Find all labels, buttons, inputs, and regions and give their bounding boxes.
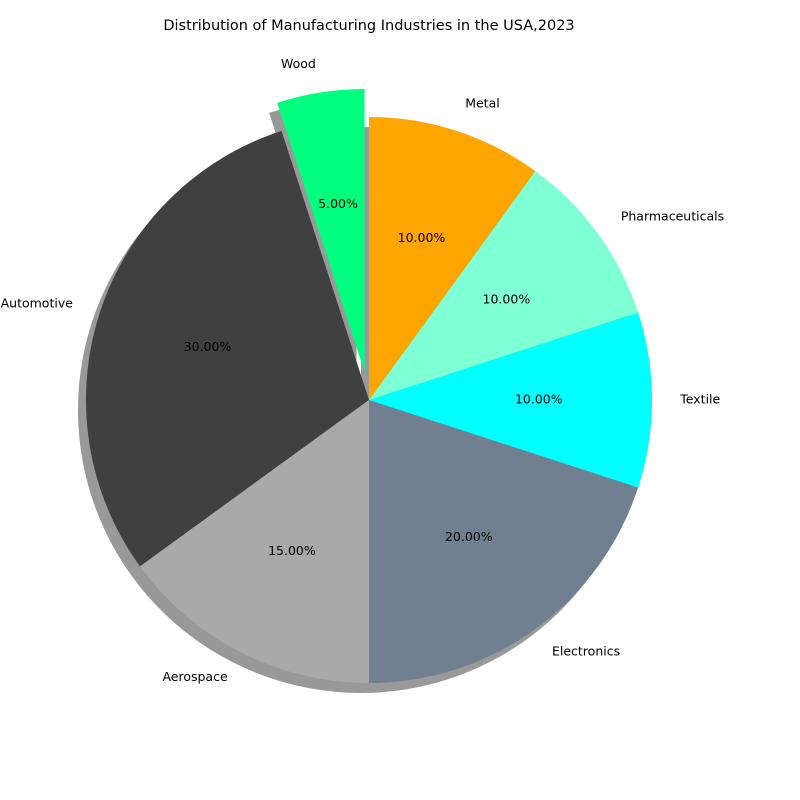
slice-percent-wood: 5.00%: [318, 196, 358, 211]
slice-percent-pharmaceuticals: 10.00%: [483, 292, 531, 307]
pie-slice-aerospace: [140, 400, 369, 683]
slice-percent-textile: 10.00%: [515, 392, 563, 407]
pie-slice-electronics: [369, 400, 639, 683]
slice-label-wood: Wood: [281, 56, 316, 71]
slice-percent-metal: 10.00%: [398, 230, 446, 245]
pie-slice-textile: [369, 312, 652, 488]
pie-slice-layer: [85, 89, 652, 683]
slice-label-pharmaceuticals: Pharmaceuticals: [621, 209, 724, 224]
slice-percent-aerospace: 15.00%: [268, 543, 316, 558]
slice-label-electronics: Electronics: [552, 643, 620, 658]
slice-label-aerospace: Aerospace: [162, 669, 228, 684]
slice-label-automotive: Automotive: [1, 295, 74, 310]
pie-slice-pharmaceuticals: [369, 171, 639, 400]
slice-percent-electronics: 20.00%: [445, 529, 493, 544]
slice-percent-automotive: 30.00%: [184, 339, 232, 354]
slice-label-textile: Textile: [679, 392, 720, 407]
slice-label-metal: Metal: [465, 95, 500, 110]
pie-slice-automotive: [85, 130, 370, 567]
chart-title: Distribution of Manufacturing Industries…: [163, 18, 575, 34]
pie-label-layer: Wood 5.00% Automotive 30.00% Aerospace 15.00%…: [1, 56, 724, 684]
pie-slice-wood: [277, 89, 365, 373]
pie-slice-metal: [369, 117, 536, 400]
